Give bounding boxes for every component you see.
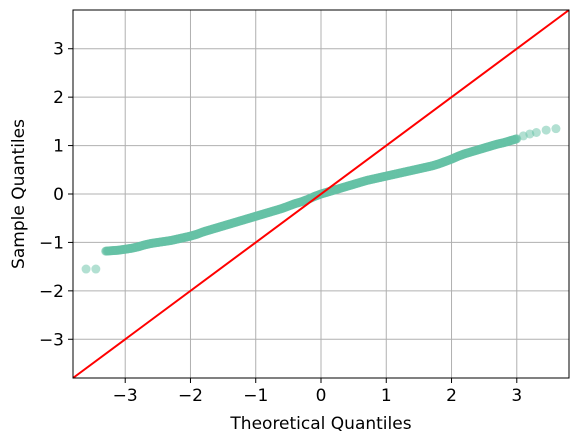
y-tick-label: 0: [53, 185, 64, 205]
x-axis-label: Theoretical Quantiles: [229, 414, 411, 434]
y-tick-label: −3: [39, 330, 64, 350]
x-tick-label: −2: [178, 386, 203, 406]
sample-points: [81, 124, 561, 274]
data-point: [551, 124, 561, 134]
y-axis-ticks: −3 −2 −1 0 1 2 3: [39, 40, 73, 350]
y-tick-label: 1: [53, 137, 64, 157]
data-point: [91, 264, 101, 274]
y-tick-label: 3: [53, 40, 64, 60]
x-tick-label: 3: [511, 386, 522, 406]
y-axis-label: Sample Quantiles: [9, 119, 29, 269]
x-tick-label: −3: [113, 386, 138, 406]
y-tick-label: −2: [39, 282, 64, 302]
data-point: [541, 125, 551, 135]
reference-line-group: [72, 9, 570, 379]
x-axis-ticks: −3 −2 −1 0 1 2 3: [113, 378, 522, 406]
data-point: [81, 264, 91, 274]
data-point: [531, 128, 541, 138]
y-tick-label: 2: [53, 88, 64, 108]
reference-line: [72, 9, 570, 379]
y-tick-label: −1: [39, 233, 64, 253]
x-tick-label: 2: [446, 386, 457, 406]
data-point: [511, 134, 521, 144]
x-tick-label: −1: [243, 386, 268, 406]
x-tick-label: 1: [381, 386, 392, 406]
x-tick-label: 0: [316, 386, 327, 406]
